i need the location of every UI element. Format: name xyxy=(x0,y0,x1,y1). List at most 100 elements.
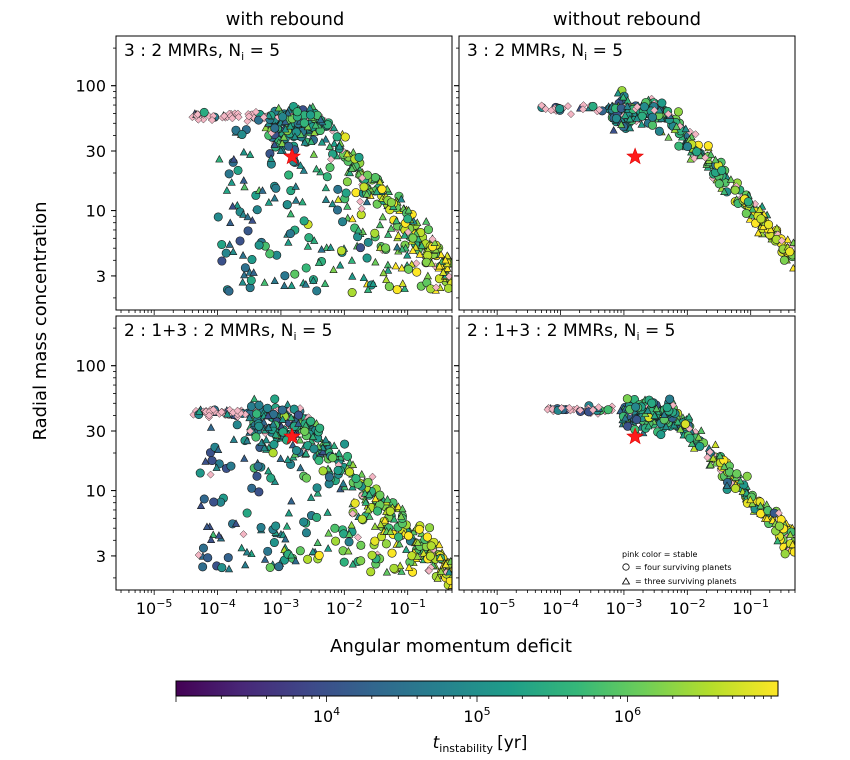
point-four-surviving xyxy=(588,101,598,111)
y-tick-label: 3 xyxy=(96,267,106,286)
point-four-surviving xyxy=(408,233,418,243)
point-three-surviving xyxy=(715,451,725,460)
point-four-surviving xyxy=(392,285,402,295)
point-three-surviving xyxy=(404,205,413,214)
point-four-surviving xyxy=(632,415,642,425)
point-four-surviving xyxy=(340,439,350,449)
point-three-surviving xyxy=(384,230,393,238)
point-four-surviving xyxy=(213,212,223,222)
point-three-surviving xyxy=(347,164,356,172)
point-three-surviving xyxy=(303,242,312,250)
point-three-surviving xyxy=(441,255,450,264)
point-four-surviving xyxy=(404,264,414,274)
point-three-surviving xyxy=(290,132,299,141)
point-four-surviving xyxy=(301,263,311,273)
point-three-surviving xyxy=(415,250,424,258)
legend-circle-marker xyxy=(622,563,630,571)
point-three-surviving xyxy=(287,413,296,421)
x-tick-label: 10−5 xyxy=(479,597,516,618)
point-four-surviving xyxy=(300,426,310,436)
plot-border xyxy=(458,315,796,591)
point-four-surviving xyxy=(306,416,316,426)
point-stable xyxy=(209,405,218,414)
point-three-surviving xyxy=(243,212,252,221)
point-three-surviving xyxy=(403,250,412,259)
point-four-surviving xyxy=(269,538,279,548)
point-four-surviving xyxy=(340,132,350,142)
point-stable xyxy=(595,105,604,114)
point-three-surviving xyxy=(269,419,278,428)
point-three-surviving xyxy=(354,169,363,178)
col-title-without-rebound: without rebound xyxy=(553,9,701,30)
point-four-surviving xyxy=(680,419,690,429)
point-three-surviving xyxy=(722,481,732,489)
colorbar-label-main: t xyxy=(433,733,441,753)
panel-label: 2 : 1+3 : 2 MMRs, Ni = 5 xyxy=(467,321,675,343)
panel-bottom-right: 10−5 10−4 10−3 10−2 10−1 2 : 1+3 : 2 MMRs, Ni… xyxy=(454,315,796,618)
point-three-surviving xyxy=(371,494,380,503)
scatter-points xyxy=(188,101,452,298)
point-three-surviving xyxy=(397,263,406,272)
point-three-surviving xyxy=(387,224,396,232)
point-four-surviving xyxy=(339,557,349,567)
point-three-surviving xyxy=(397,512,406,520)
point-three-surviving xyxy=(404,563,414,571)
point-three-surviving xyxy=(390,514,399,523)
point-three-surviving xyxy=(632,114,641,122)
point-four-surviving xyxy=(262,403,272,413)
point-three-surviving xyxy=(711,440,720,448)
point-three-surviving xyxy=(301,449,311,457)
point-stable xyxy=(259,113,268,122)
point-four-surviving xyxy=(695,441,705,451)
point-three-surviving xyxy=(650,411,659,419)
point-four-surviving xyxy=(270,123,280,133)
point-three-surviving xyxy=(365,490,374,498)
point-three-surviving xyxy=(748,499,757,507)
point-three-surviving xyxy=(375,220,385,229)
point-four-surviving xyxy=(299,216,309,226)
point-four-surviving xyxy=(714,179,724,189)
point-three-surviving xyxy=(324,544,333,552)
point-three-surviving xyxy=(222,186,232,194)
point-stable xyxy=(537,101,546,110)
point-three-surviving xyxy=(445,567,452,576)
point-four-surviving xyxy=(742,471,752,481)
point-three-surviving xyxy=(400,284,409,292)
point-three-surviving xyxy=(396,561,405,570)
point-three-surviving xyxy=(625,114,635,123)
point-three-surviving xyxy=(238,251,248,259)
point-stable xyxy=(425,566,433,575)
point-three-surviving xyxy=(783,235,792,243)
point-three-surviving xyxy=(706,460,715,469)
point-three-surviving xyxy=(617,120,626,128)
point-three-surviving xyxy=(348,460,358,468)
point-four-surviving xyxy=(338,217,348,227)
point-four-surviving xyxy=(732,469,742,479)
point-three-surviving xyxy=(672,122,681,130)
point-stable xyxy=(564,102,572,111)
point-four-surviving xyxy=(341,188,351,198)
point-stable xyxy=(220,112,229,121)
point-four-surviving xyxy=(271,521,281,531)
point-four-surviving xyxy=(394,532,404,542)
star-marker xyxy=(283,427,302,445)
point-stable xyxy=(588,406,597,414)
point-three-surviving xyxy=(386,527,395,536)
point-three-surviving xyxy=(250,394,259,403)
point-four-surviving xyxy=(425,551,435,561)
point-three-surviving xyxy=(291,196,301,204)
point-stable xyxy=(567,110,575,119)
point-four-surviving xyxy=(217,563,227,573)
point-four-surviving xyxy=(331,536,341,546)
point-four-surviving xyxy=(333,465,343,475)
point-four-surviving xyxy=(665,394,675,404)
point-three-surviving xyxy=(287,550,296,559)
colorbar-label: tinstability [yr] xyxy=(433,733,528,755)
point-stable xyxy=(206,470,215,479)
x-tick-label: 10−3 xyxy=(263,597,300,618)
point-three-surviving xyxy=(676,425,685,433)
point-three-surviving xyxy=(320,279,330,287)
point-stable xyxy=(327,155,335,164)
scatter-points xyxy=(537,86,795,272)
point-stable xyxy=(194,551,203,560)
